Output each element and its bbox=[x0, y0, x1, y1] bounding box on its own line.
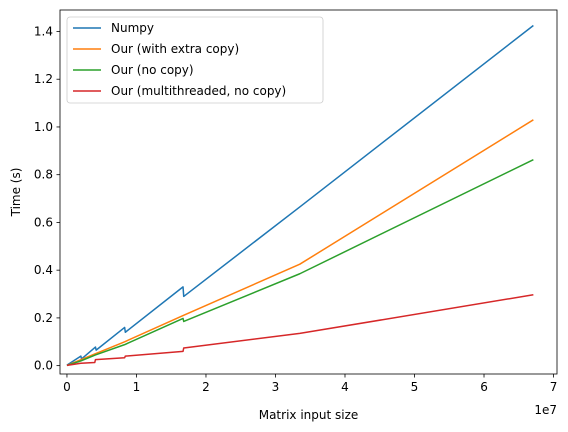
legend-label-1: Our (with extra copy) bbox=[111, 42, 239, 56]
legend-label-3: Our (multithreaded, no copy) bbox=[111, 84, 286, 98]
x-tick-label: 5 bbox=[411, 380, 419, 394]
x-tick-label: 0 bbox=[63, 380, 71, 394]
x-tick-label: 6 bbox=[480, 380, 488, 394]
x-tick-label: 2 bbox=[202, 380, 210, 394]
y-tick-label: 0.0 bbox=[34, 359, 53, 373]
y-tick-label: 0.8 bbox=[34, 168, 53, 182]
y-tick-label: 0.4 bbox=[34, 263, 53, 277]
legend: Numpy Our (with extra copy) Our (no copy) O… bbox=[66, 16, 324, 104]
x-tick-label: 7 bbox=[550, 380, 558, 394]
series-line-3 bbox=[66, 294, 534, 367]
series-line-0 bbox=[66, 24, 534, 366]
x-tick-label: 1 bbox=[133, 380, 141, 394]
y-axis-label: Time (s) bbox=[9, 168, 23, 218]
x-axis-label: Matrix input size bbox=[259, 408, 359, 422]
x-tick-label: 3 bbox=[272, 380, 280, 394]
y-tick-label: 1.4 bbox=[34, 24, 53, 38]
y-tick-label: 0.2 bbox=[34, 311, 53, 325]
y-tick-label: 1.0 bbox=[34, 120, 53, 134]
legend-label-2: Our (no copy) bbox=[111, 63, 194, 77]
y-axis: 0.0 0.2 0.4 0.6 0.8 1.0 1.2 1.4 bbox=[34, 24, 60, 373]
series-line-1 bbox=[66, 119, 534, 367]
legend-label-0: Numpy bbox=[111, 21, 154, 35]
series-line-2 bbox=[66, 158, 534, 367]
series-layer bbox=[66, 24, 534, 367]
plot-frame bbox=[59, 9, 558, 375]
y-tick-label: 1.2 bbox=[34, 72, 53, 86]
x-tick-label: 4 bbox=[341, 380, 349, 394]
x-axis-offset-text: 1e7 bbox=[534, 403, 557, 417]
x-axis: 0 1 2 3 4 5 6 7 bbox=[63, 374, 557, 394]
legend-box bbox=[66, 16, 324, 104]
y-tick-label: 0.6 bbox=[34, 215, 53, 229]
